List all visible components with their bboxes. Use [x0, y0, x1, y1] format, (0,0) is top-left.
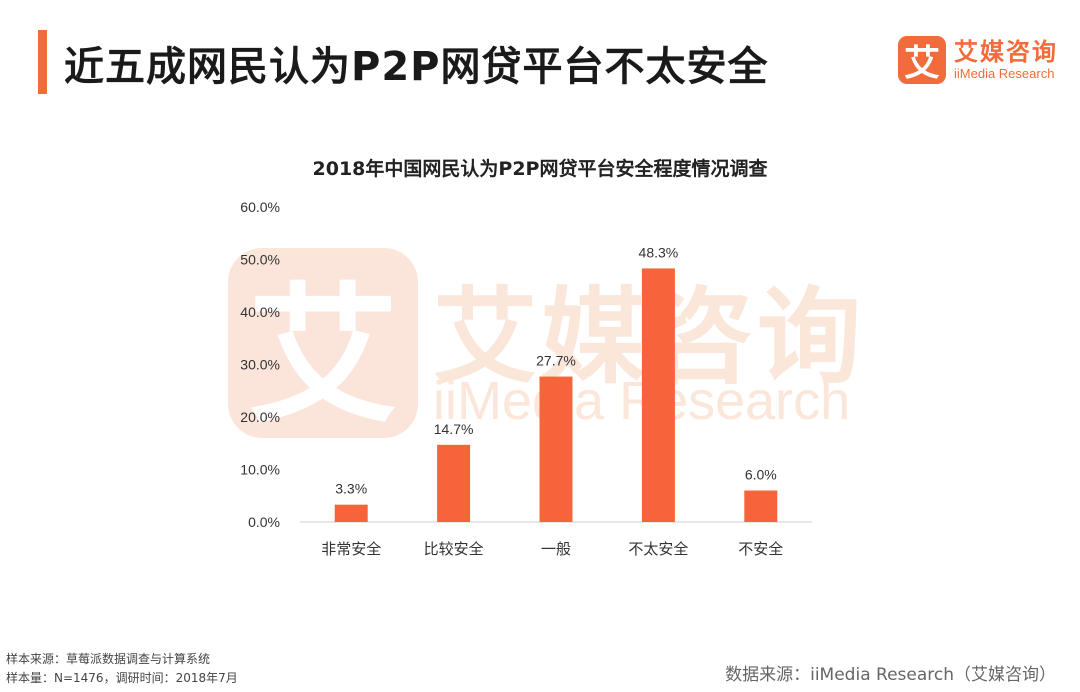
y-tick-label: 50.0%	[240, 252, 280, 268]
title-accent-bar	[38, 30, 47, 94]
data-label: 27.7%	[536, 353, 576, 369]
brand-logo: 艾 艾媒咨询 iiMedia Research	[898, 36, 1058, 84]
x-tick-label: 不安全	[738, 540, 783, 558]
logo-name-en: iiMedia Research	[954, 66, 1055, 81]
y-tick-label: 20.0%	[240, 409, 280, 425]
logo-text: 艾媒咨询 iiMedia Research	[954, 38, 1058, 82]
bar	[539, 376, 573, 522]
y-tick-label: 40.0%	[240, 304, 280, 320]
y-tick-label: 10.0%	[240, 462, 280, 478]
data-label: 6.0%	[745, 467, 777, 483]
x-tick-label: 不太安全	[628, 540, 688, 558]
sample-source: 样本来源：草莓派数据调查与计算系统	[6, 652, 211, 666]
sample-notes: 样本来源：草莓派数据调查与计算系统 样本量：N=1476，调研时间：2018年7…	[6, 650, 238, 688]
data-label: 3.3%	[335, 481, 367, 497]
logo-name-cn: 艾媒咨询	[954, 38, 1058, 66]
bar	[334, 504, 368, 522]
data-label: 48.3%	[639, 244, 679, 260]
bar	[744, 490, 778, 522]
logo-mark-icon: 艾	[898, 36, 946, 84]
page-title: 近五成网民认为P2P网贷平台不太安全	[64, 44, 769, 90]
x-tick-label: 一般	[541, 540, 571, 558]
bar	[437, 444, 471, 522]
chart-title: 2018年中国网民认为P2P网贷平台安全程度情况调查	[312, 158, 768, 180]
x-tick-label: 比较安全	[424, 540, 484, 558]
y-tick-label: 30.0%	[240, 357, 280, 373]
bar	[641, 268, 675, 522]
data-label: 14.7%	[434, 421, 474, 437]
y-tick-label: 0.0%	[248, 514, 280, 530]
data-source: 数据来源：iiMedia Research（艾媒咨询）	[725, 665, 1056, 685]
sample-size: 样本量：N=1476，调研时间：2018年7月	[6, 671, 238, 685]
y-tick-label: 60.0%	[240, 199, 280, 215]
x-tick-label: 非常安全	[321, 540, 381, 558]
